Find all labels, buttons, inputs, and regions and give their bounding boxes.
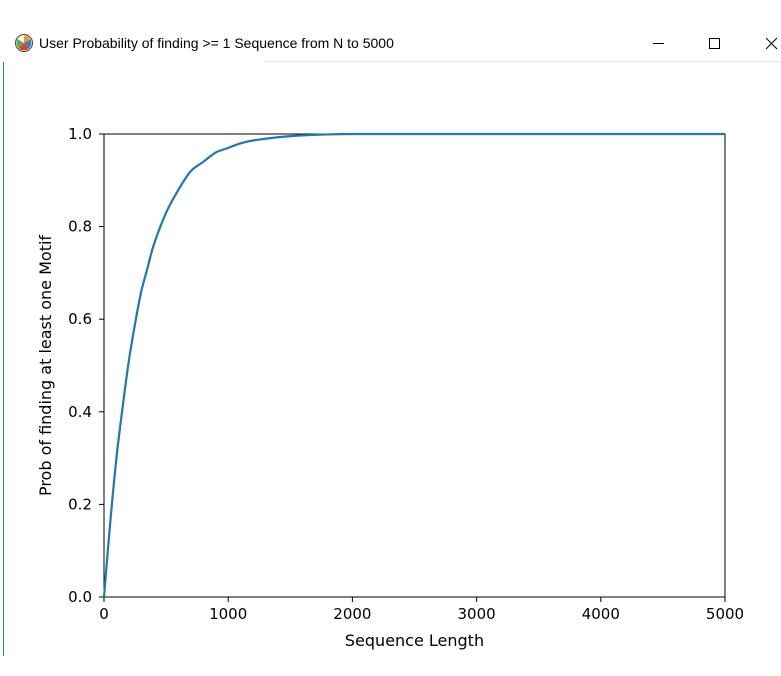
title-bar[interactable]: User Probability of finding >= 1 Sequenc… bbox=[0, 0, 781, 62]
close-icon bbox=[765, 37, 778, 50]
y-tick-label: 1.0 bbox=[68, 125, 92, 143]
series-layer bbox=[102, 132, 725, 598]
x-axis-label: Sequence Length bbox=[345, 631, 484, 650]
y-axis-label: Prob of finding at least one Motif bbox=[36, 235, 55, 496]
x-tick-label: 5000 bbox=[706, 605, 744, 623]
y-tick-label: 0.2 bbox=[68, 495, 92, 513]
maximize-button[interactable] bbox=[691, 26, 737, 60]
x-tick-label: 2000 bbox=[333, 605, 371, 623]
minimize-button[interactable] bbox=[635, 26, 681, 60]
axes-frame bbox=[103, 133, 726, 598]
window-title: User Probability of finding >= 1 Sequenc… bbox=[39, 35, 394, 51]
window-border bbox=[3, 30, 4, 656]
y-tick-label: 0.8 bbox=[68, 218, 92, 236]
x-tick-label: 0 bbox=[99, 605, 109, 623]
y-tick-label: 0.0 bbox=[68, 588, 92, 606]
maximize-icon bbox=[709, 38, 720, 49]
y-tick-label: 0.6 bbox=[68, 310, 92, 328]
figure-app-icon bbox=[14, 33, 34, 53]
x-axis: 0 1000 2000 3000 4000 5000 bbox=[99, 597, 744, 623]
x-tick-label: 3000 bbox=[458, 605, 496, 623]
close-button[interactable] bbox=[748, 26, 781, 60]
x-tick-label: 1000 bbox=[209, 605, 247, 623]
minimize-icon bbox=[653, 43, 664, 44]
title-bar-divider bbox=[265, 61, 781, 62]
y-axis: 0.0 0.2 0.4 0.6 0.8 1.0 bbox=[68, 125, 104, 606]
y-tick-label: 0.4 bbox=[68, 403, 92, 421]
x-tick-label: 4000 bbox=[582, 605, 620, 623]
series-line bbox=[102, 132, 725, 598]
plot-area bbox=[103, 133, 726, 598]
